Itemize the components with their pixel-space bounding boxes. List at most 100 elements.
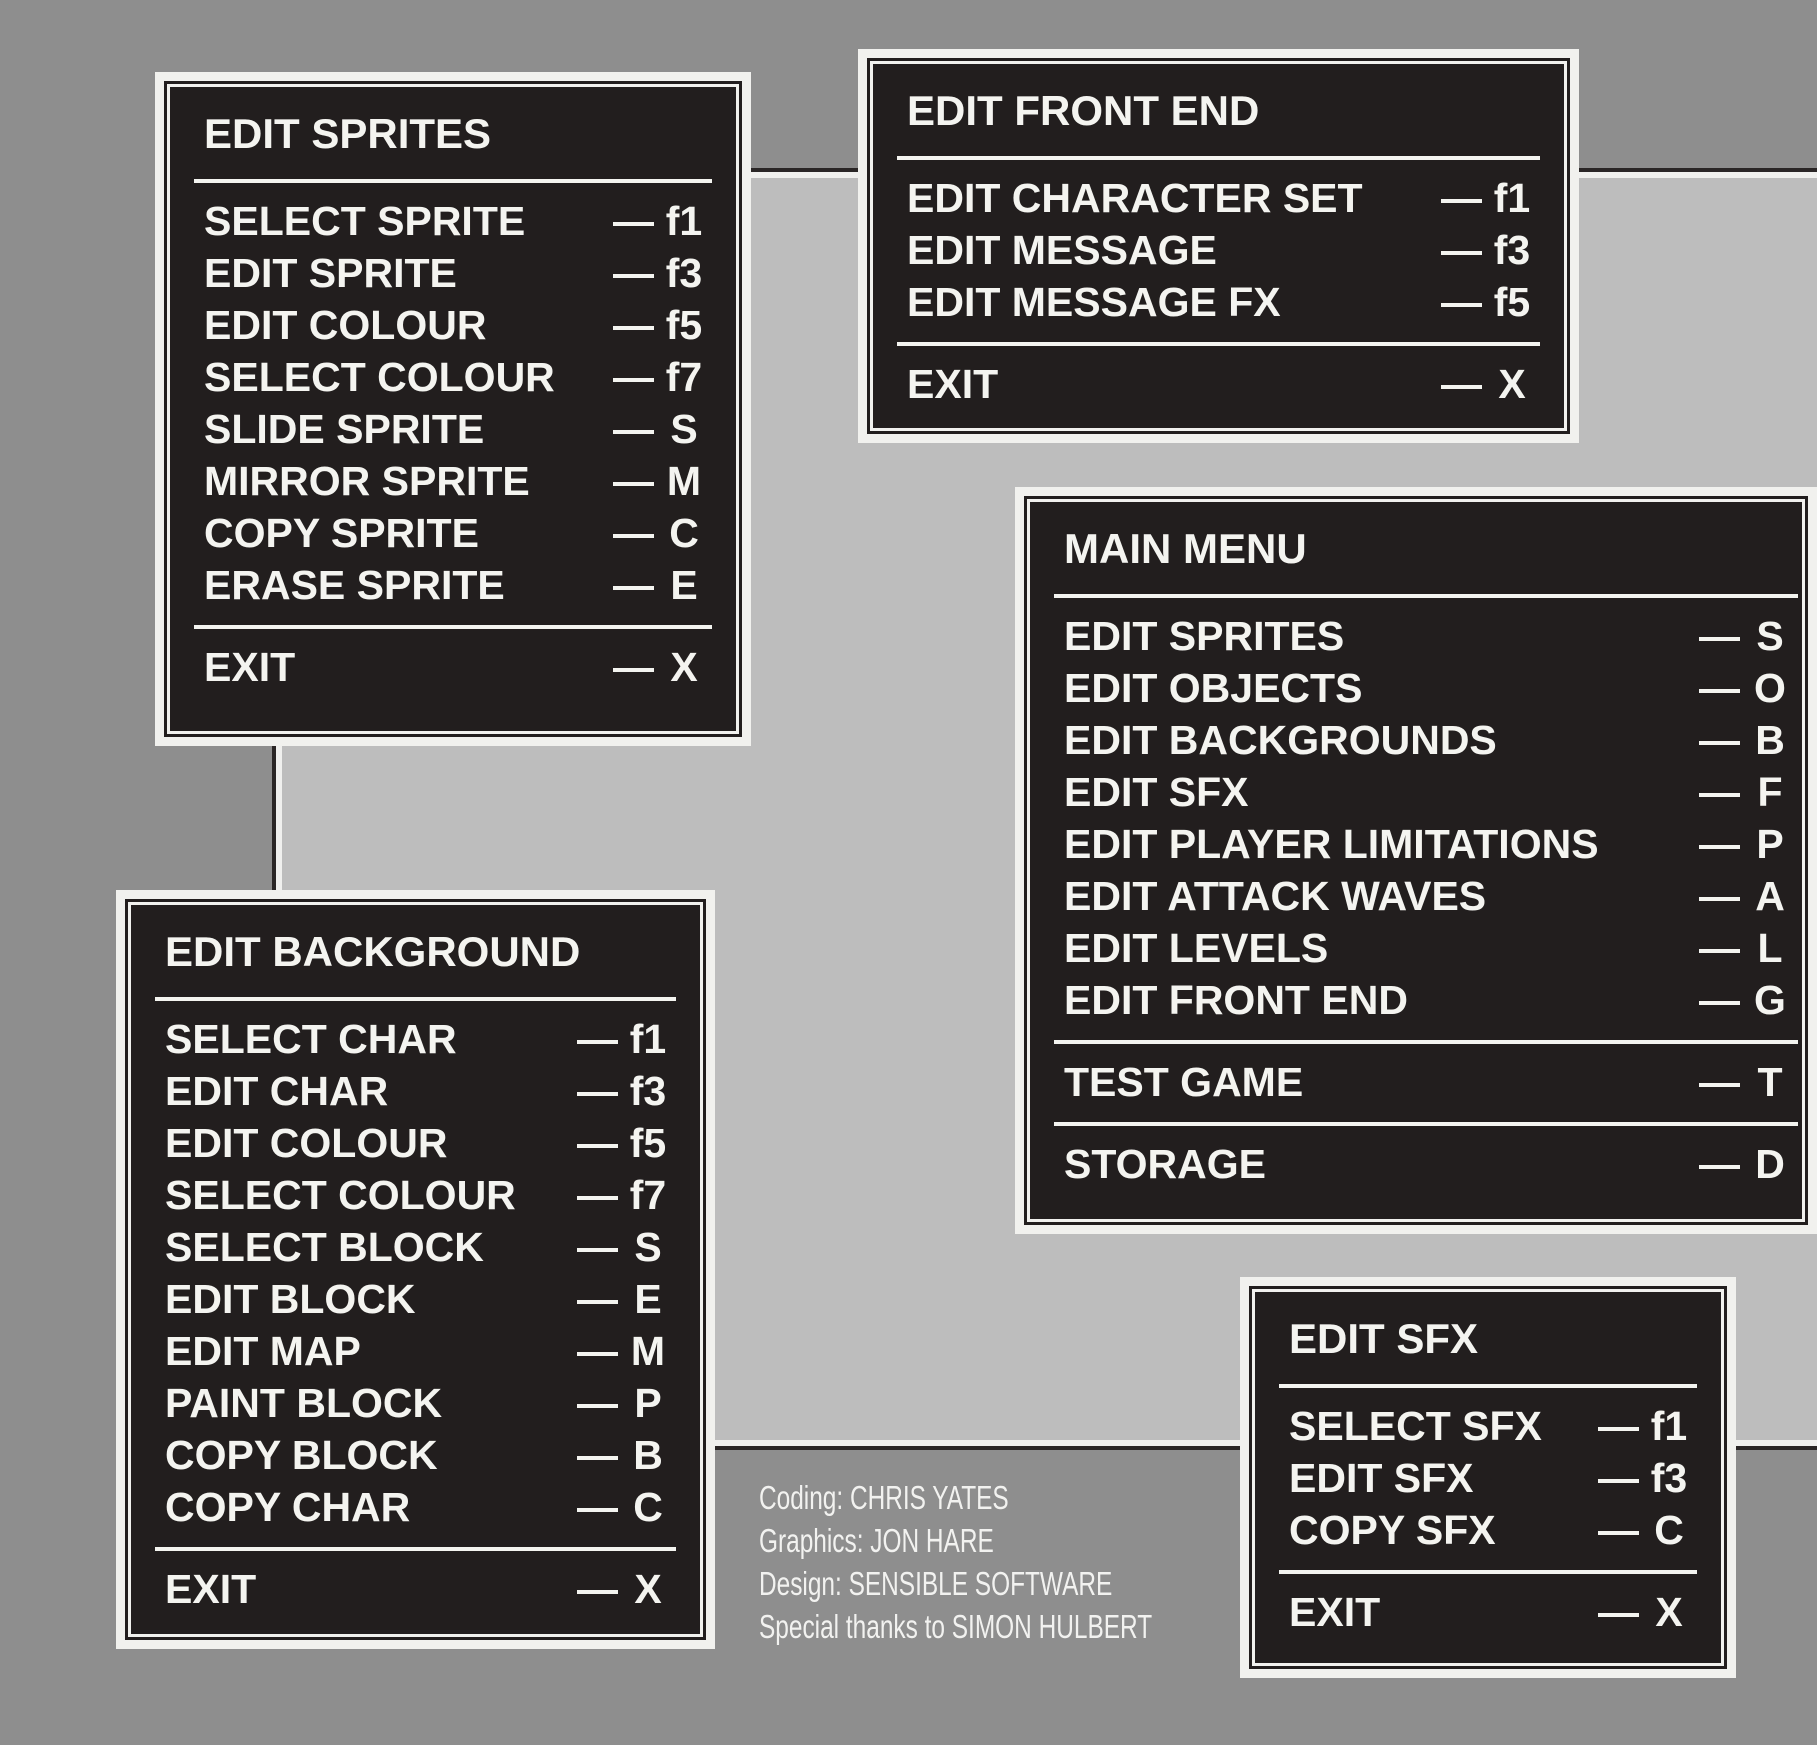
menu-item-edit-backgrounds[interactable]: EDIT BACKGROUNDS — B — [1064, 714, 1790, 766]
panel-title: MAIN MENU — [1064, 525, 1307, 572]
shortcut-key: X — [670, 644, 698, 690]
menu-item-copy-sfx[interactable]: COPY SFX — C — [1289, 1504, 1689, 1556]
menu-item-select-char[interactable]: SELECT CHAR — f1 — [165, 1013, 668, 1065]
menu-item-select-block[interactable]: SELECT BLOCK — S — [165, 1221, 668, 1273]
dash: — — [1699, 821, 1740, 867]
edit-background-panel: EDIT BACKGROUND SELECT CHAR — f1 EDIT CHAR — f… — [116, 890, 715, 1649]
menu-item-edit-sprite[interactable]: EDIT SPRITE — f3 — [204, 247, 704, 299]
shortcut: — P — [1699, 818, 1790, 870]
dash: — — [613, 510, 654, 556]
menu-item-edit-char[interactable]: EDIT CHAR — f3 — [165, 1065, 668, 1117]
shortcut-key: f3 — [629, 1068, 667, 1114]
edit-sfx-panel: EDIT SFX SELECT SFX — f1 EDIT SFX — f3 COPY SFX… — [1240, 1277, 1736, 1678]
menu-item-edit-character-set[interactable]: EDIT CHARACTER SET — f1 — [907, 172, 1532, 224]
panel-body: EDIT SPRITES SELECT SPRITE — f1 EDIT SPRITE —… — [164, 81, 742, 737]
menu-item-select-sprite[interactable]: SELECT SPRITE — f1 — [204, 195, 704, 247]
menu-item-label: SELECT COLOUR — [204, 354, 555, 400]
menu-item-edit-sfx[interactable]: EDIT SFX — f3 — [1289, 1452, 1689, 1504]
dash: — — [613, 644, 654, 690]
menu-item-copy-block[interactable]: COPY BLOCK — B — [165, 1429, 668, 1481]
menu-item-label: TEST GAME — [1064, 1059, 1304, 1105]
menu-item-select-sfx[interactable]: SELECT SFX — f1 — [1289, 1400, 1689, 1452]
divider — [897, 342, 1540, 346]
dash: — — [613, 198, 654, 244]
dash: — — [1441, 227, 1482, 273]
shortcut-key: f3 — [665, 250, 703, 296]
menu-item-edit-message-fx[interactable]: EDIT MESSAGE FX — f5 — [907, 276, 1532, 328]
menu-item-label: EDIT SFX — [1064, 769, 1249, 815]
menu-item-label: STORAGE — [1064, 1141, 1266, 1187]
menu-item-label: EDIT SPRITES — [1064, 613, 1345, 659]
menu-item-select-colour[interactable]: SELECT COLOUR — f7 — [165, 1169, 668, 1221]
dash: — — [1598, 1403, 1639, 1449]
menu-item-label: EDIT BLOCK — [165, 1276, 416, 1322]
shortcut-key: S — [634, 1224, 662, 1270]
menu-item-edit-map[interactable]: EDIT MAP — M — [165, 1325, 668, 1377]
credit-coding: Coding: CHRIS YATES — [759, 1479, 1009, 1516]
shortcut-key: f1 — [665, 198, 703, 244]
menu-item-copy-sprite[interactable]: COPY SPRITE — C — [204, 507, 704, 559]
menu-item-exit[interactable]: EXIT — X — [165, 1563, 668, 1615]
panel-title: EDIT FRONT END — [907, 87, 1260, 134]
menu-item-exit[interactable]: EXIT — X — [1289, 1586, 1689, 1638]
shortcut: — f1 — [577, 1013, 668, 1065]
shortcut-key: E — [670, 562, 698, 608]
divider — [194, 625, 712, 629]
dash: — — [1699, 613, 1740, 659]
menu-item-label: COPY CHAR — [165, 1484, 411, 1530]
dash: — — [1441, 279, 1482, 325]
shortcut: — S — [613, 403, 704, 455]
divider — [1054, 1122, 1798, 1126]
menu-item-mirror-sprite[interactable]: MIRROR SPRITE — M — [204, 455, 704, 507]
dash: — — [577, 1172, 618, 1218]
menu-item-edit-player-limitations[interactable]: EDIT PLAYER LIMITATIONS — P — [1064, 818, 1790, 870]
menu-item-edit-front-end[interactable]: EDIT FRONT END — G — [1064, 974, 1790, 1026]
shortcut: — P — [577, 1377, 668, 1429]
shortcut: — B — [1699, 714, 1790, 766]
dash: — — [1598, 1455, 1639, 1501]
edit-front-end-panel: EDIT FRONT END EDIT CHARACTER SET — f1 EDIT … — [858, 49, 1579, 443]
shortcut-key: A — [1755, 873, 1785, 919]
credit-graphics: Graphics: JON HARE — [759, 1522, 994, 1559]
dash: — — [1699, 873, 1740, 919]
menu-item-slide-sprite[interactable]: SLIDE SPRITE — S — [204, 403, 704, 455]
menu-item-copy-char[interactable]: COPY CHAR — C — [165, 1481, 668, 1533]
menu-item-label: EDIT CHARACTER SET — [907, 175, 1363, 221]
menu-item-edit-message[interactable]: EDIT MESSAGE — f3 — [907, 224, 1532, 276]
shortcut: — C — [577, 1481, 668, 1533]
dash: — — [577, 1120, 618, 1166]
menu-item-select-colour[interactable]: SELECT COLOUR — f7 — [204, 351, 704, 403]
menu-item-label: PAINT BLOCK — [165, 1380, 443, 1426]
shortcut-key: B — [1755, 717, 1785, 763]
main-menu-panel: MAIN MENU EDIT SPRITES — S EDIT OBJECTS — O EDI… — [1015, 487, 1817, 1234]
shortcut: — D — [1699, 1138, 1790, 1190]
menu-item-edit-block[interactable]: EDIT BLOCK — E — [165, 1273, 668, 1325]
menu-item-edit-sprites[interactable]: EDIT SPRITES — S — [1064, 610, 1790, 662]
menu-item-edit-attack-waves[interactable]: EDIT ATTACK WAVES — A — [1064, 870, 1790, 922]
menu-item-exit[interactable]: EXIT — X — [907, 358, 1532, 410]
shortcut: — f7 — [613, 351, 704, 403]
menu-item-erase-sprite[interactable]: ERASE SPRITE — E — [204, 559, 704, 611]
shortcut: — O — [1699, 662, 1790, 714]
shortcut: — T — [1699, 1056, 1790, 1108]
divider — [194, 179, 712, 183]
shortcut: — E — [613, 559, 704, 611]
shortcut: — f1 — [1598, 1400, 1689, 1452]
dash: — — [613, 562, 654, 608]
menu-item-edit-objects[interactable]: EDIT OBJECTS — O — [1064, 662, 1790, 714]
divider — [155, 1547, 676, 1551]
shortcut: — M — [577, 1325, 668, 1377]
menu-item-storage[interactable]: STORAGE — D — [1064, 1138, 1790, 1190]
menu-item-paint-block[interactable]: PAINT BLOCK — P — [165, 1377, 668, 1429]
shortcut-key: f5 — [665, 302, 703, 348]
shortcut: — S — [1699, 610, 1790, 662]
menu-item-edit-colour[interactable]: EDIT COLOUR — f5 — [165, 1117, 668, 1169]
menu-item-test-game[interactable]: TEST GAME — T — [1064, 1056, 1790, 1108]
shortcut: — X — [577, 1563, 668, 1615]
menu-item-edit-colour[interactable]: EDIT COLOUR — f5 — [204, 299, 704, 351]
shortcut-key: f1 — [1650, 1403, 1688, 1449]
shortcut-key: f5 — [1493, 279, 1531, 325]
menu-item-edit-sfx[interactable]: EDIT SFX — F — [1064, 766, 1790, 818]
menu-item-exit[interactable]: EXIT — X — [204, 641, 704, 693]
menu-item-edit-levels[interactable]: EDIT LEVELS — L — [1064, 922, 1790, 974]
